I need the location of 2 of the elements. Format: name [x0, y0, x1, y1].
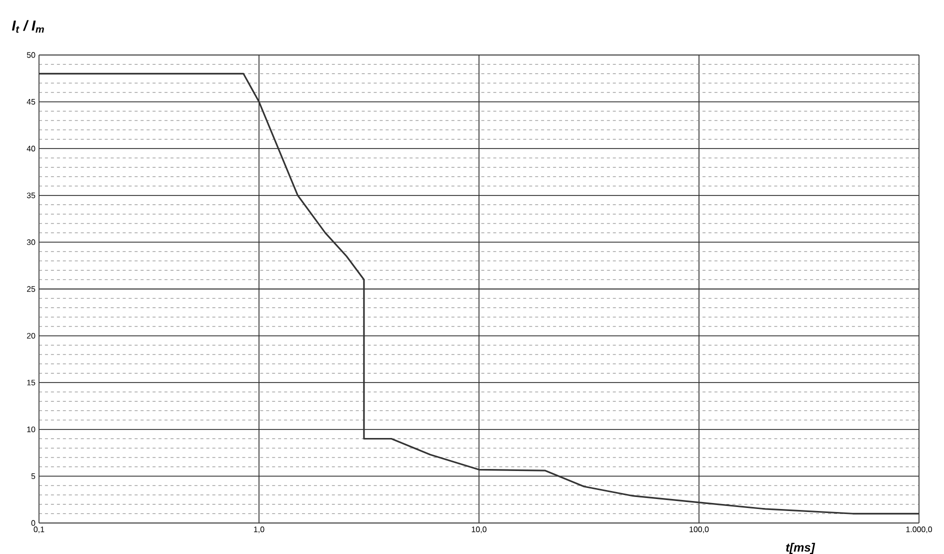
y-axis-title: I$_{t}$ / I$_{m}$ — [12, 20, 44, 33]
x-axis-title: t[ms] — [786, 542, 816, 554]
